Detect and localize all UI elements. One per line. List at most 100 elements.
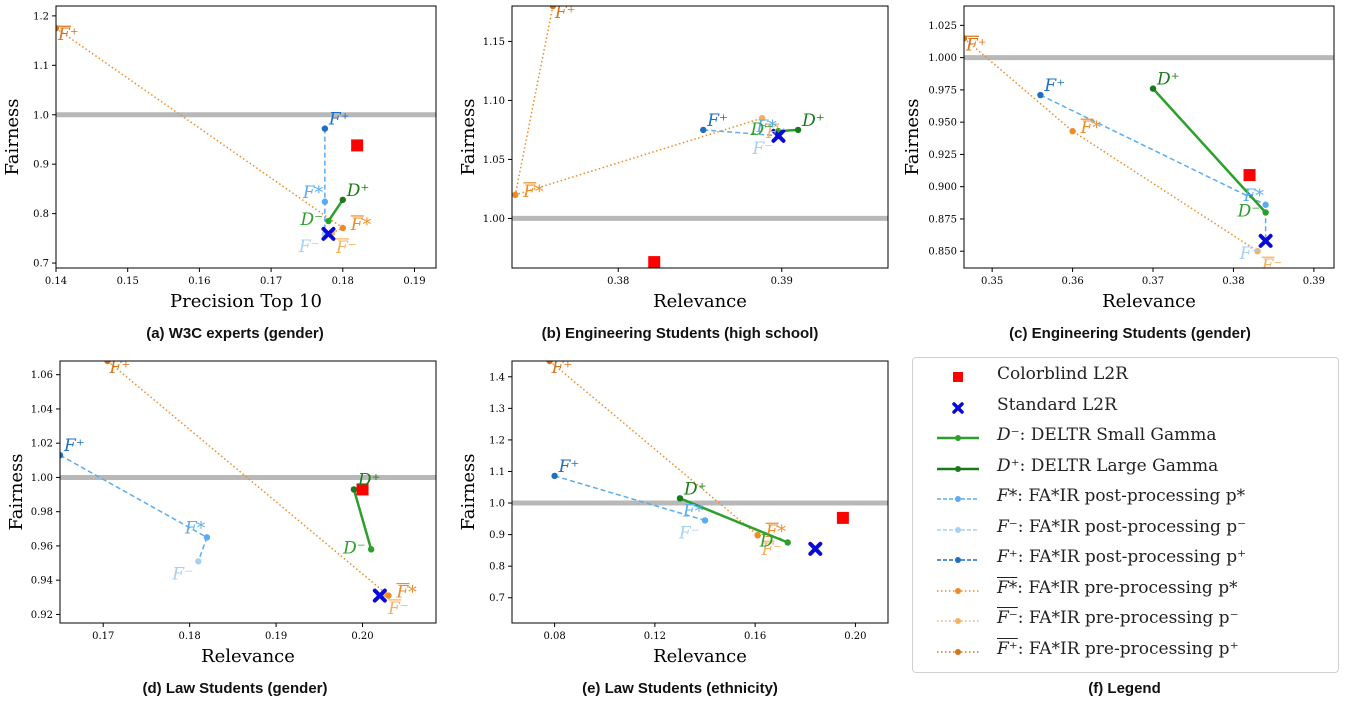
caption-c: (c) Engineering Students (gender) bbox=[1009, 325, 1251, 342]
y-axis-label: Fairness bbox=[902, 98, 923, 175]
deltr-plus-label: D⁺ bbox=[346, 181, 370, 201]
x-tick-label: 0.17 bbox=[260, 276, 282, 287]
legend-text: : DELTR Large Gamma bbox=[1019, 455, 1219, 476]
legend-x-marker bbox=[952, 401, 964, 414]
x-tick-label: 0.39 bbox=[771, 276, 793, 287]
fa-post-star-label: F* bbox=[184, 518, 206, 538]
y-tick-label: 0.9 bbox=[33, 160, 49, 171]
fa-pre-plus-label: F⁺ bbox=[109, 358, 131, 378]
fa-pre-star-label: F* bbox=[350, 215, 372, 235]
fa-post-plus-point bbox=[551, 472, 558, 480]
fa-pre-minus-label: F⁻ bbox=[1261, 256, 1283, 276]
legend-symbol: F* bbox=[997, 577, 1018, 598]
fa-pre-plus-point bbox=[104, 361, 111, 365]
x-tick-label: 0.15 bbox=[117, 276, 139, 287]
fa-post-line bbox=[703, 129, 779, 137]
x-tick-label: 0.14 bbox=[45, 276, 67, 287]
fa-post-plus-label: F⁺ bbox=[63, 436, 85, 456]
deltr-minus-point bbox=[784, 539, 791, 546]
y-tick-label: 0.925 bbox=[928, 150, 957, 161]
fa-pre-plus-label: F⁺ bbox=[554, 3, 576, 23]
plot-frame bbox=[55, 5, 437, 269]
legend-item-deltr-large: D⁺: DELTR Large Gamma bbox=[913, 454, 1338, 484]
legend-label: Standard L2R bbox=[997, 395, 1117, 415]
fa-post-star-label: F* bbox=[755, 117, 777, 137]
legend-item-fa-pre-plus: F⁺: FA*IR pre-processing p⁺ bbox=[913, 637, 1338, 667]
fa-pre-star-point bbox=[339, 224, 346, 232]
legend-swatch bbox=[937, 618, 979, 624]
colorblind-marker bbox=[648, 256, 661, 268]
legend-dot bbox=[955, 648, 961, 655]
y-tick-label: 0.96 bbox=[31, 541, 53, 552]
deltr-minus-label: D⁻ bbox=[749, 120, 773, 140]
legend-symbol: F⁺ bbox=[997, 638, 1018, 659]
fa-post-star-label: F* bbox=[302, 183, 324, 203]
legend-dot bbox=[955, 557, 961, 563]
fa-pre-line bbox=[549, 361, 759, 536]
x-tick-label: 0.36 bbox=[1061, 276, 1083, 287]
y-axis-label: Fairness bbox=[458, 453, 479, 530]
y-tick-label: 1.04 bbox=[31, 404, 53, 415]
y-tick-label: 1.2 bbox=[33, 11, 49, 22]
legend-label: D⁻: DELTR Small Gamma bbox=[997, 425, 1217, 445]
standard-marker bbox=[1258, 233, 1273, 248]
y-tick-label: 1.15 bbox=[483, 37, 505, 48]
deltr-plus-label: D⁺ bbox=[1156, 70, 1180, 90]
fa-pre-plus-point bbox=[546, 361, 553, 365]
y-tick-label: 0.8 bbox=[33, 209, 49, 220]
legend-dot bbox=[955, 496, 961, 502]
fa-pre-plus-label: F⁺ bbox=[551, 358, 573, 378]
colorblind-marker bbox=[351, 139, 364, 152]
legend-label: F⁻: FA*IR pre-processing p⁻ bbox=[997, 608, 1239, 628]
deltr-plus-point bbox=[676, 495, 684, 502]
x-axis-label: Precision Top 10 bbox=[170, 291, 322, 312]
chart-b-svg: F⁺F*F⁻F⁺ F*F⁻D⁺D⁻0.38 0.391.001.051.101.15… bbox=[458, 3, 889, 312]
y-tick-label: 0.9 bbox=[489, 530, 505, 541]
fa-post-star-point bbox=[701, 517, 709, 524]
legend-item-fa-post-star: F*: FA*IR post-processing p* bbox=[913, 484, 1338, 514]
y-tick-label: 1.00 bbox=[483, 214, 505, 225]
y-tick-label: 1.1 bbox=[33, 61, 49, 72]
fa-post-minus-label: F⁻ bbox=[171, 564, 193, 584]
deltr-minus-label: D⁻ bbox=[759, 532, 783, 552]
fa-post-plus-point bbox=[60, 451, 64, 459]
legend-dot bbox=[955, 587, 961, 594]
x-tick-label: 0.38 bbox=[607, 276, 629, 287]
deltr-line bbox=[352, 489, 373, 550]
standard-marker bbox=[321, 226, 336, 241]
y-tick-label: 0.7 bbox=[489, 593, 505, 604]
chart-b: F⁺ F* F⁻ F⁺ F* F⁻ D⁺ D⁻ 0.38 0.39 1.00 1.05 1.10 1.15… bbox=[452, 0, 897, 320]
deltr-line bbox=[679, 497, 789, 544]
y-tick-label: 1.000 bbox=[928, 53, 957, 64]
deltr-minus-label: D⁻ bbox=[1237, 202, 1261, 222]
fa-post-star-point bbox=[321, 198, 329, 205]
x-tick-label: 0.18 bbox=[179, 631, 201, 642]
fa-post-line bbox=[1040, 94, 1267, 241]
x-axis-label: Relevance bbox=[1102, 291, 1196, 312]
y-tick-label: 0.94 bbox=[31, 576, 53, 587]
plot-area: F⁺F*F⁻F⁺F*F⁻D⁺D⁻ bbox=[964, 35, 1334, 276]
legend-swatch bbox=[937, 465, 979, 472]
fa-post-plus-label: F⁺ bbox=[558, 457, 580, 477]
legend-item-fa-pre-star: F*: FA*IR pre-processing p* bbox=[913, 576, 1338, 606]
deltr-minus-point bbox=[367, 546, 375, 553]
y-axis-label: Fairness bbox=[458, 98, 479, 175]
legend-label: F⁺: FA*IR pre-processing p⁺ bbox=[997, 639, 1239, 659]
y-tick-label: 1.4 bbox=[489, 372, 505, 383]
x-tick-label: 0.38 bbox=[1222, 276, 1244, 287]
legend-text: : FA*IR pre-processing p⁻ bbox=[1017, 608, 1239, 628]
fa-post-star-point bbox=[203, 534, 211, 541]
deltr-plus-point bbox=[794, 126, 802, 134]
y-tick-label: 1.02 bbox=[31, 439, 53, 450]
fa-pre-plus-label: F⁺ bbox=[965, 35, 987, 55]
fa-pre-line bbox=[514, 6, 763, 196]
caption-a: (a) W3C experts (gender) bbox=[146, 325, 324, 342]
plot-area: F⁺F*F⁻F⁺F*F⁻D⁺D⁻ bbox=[60, 358, 436, 619]
legend: Colorblind L2R Standard L2R D⁻: DELTR Smal… bbox=[912, 357, 1339, 673]
y-tick-label: 1.10 bbox=[483, 96, 505, 107]
deltr-minus-point bbox=[1262, 209, 1269, 216]
fa-pre-star-label: F* bbox=[522, 182, 544, 202]
fa-post-star-point bbox=[1262, 201, 1269, 208]
legend-text: : FA*IR pre-processing p* bbox=[1017, 577, 1238, 598]
fa-pre-line bbox=[964, 37, 1258, 252]
